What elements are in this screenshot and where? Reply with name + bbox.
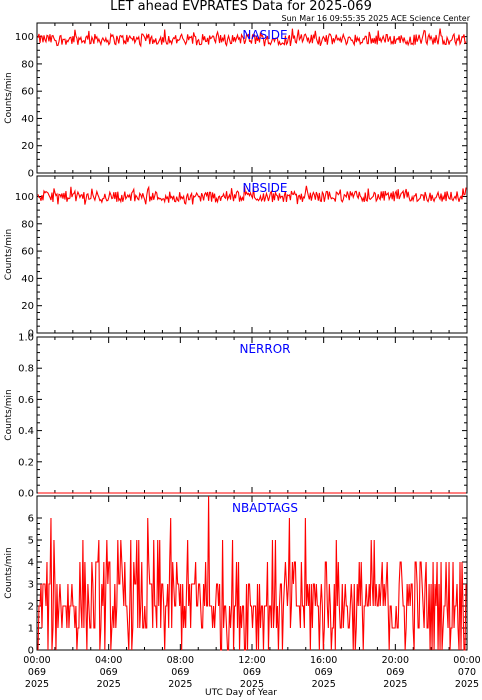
y-tick-label: 20 (21, 141, 34, 152)
y-tick-label: 1.0 (18, 333, 34, 344)
series-label-nerror: NERROR (239, 342, 290, 356)
y-tick-label: 0 (28, 329, 34, 340)
page-title: LET ahead EVPRATES Data for 2025-069 (110, 0, 372, 14)
x-tick-label-time: 00:00 (23, 655, 50, 666)
y-tick-label: 5 (28, 536, 34, 547)
y-axis-label: Counts/min (4, 72, 14, 123)
x-tick-label-year: 2025 (312, 679, 336, 690)
y-tick-label: 3 (28, 580, 34, 591)
y-tick-label: 100 (15, 32, 34, 43)
x-tick-label-year: 2025 (97, 679, 121, 690)
x-tick-label-day: 070 (458, 667, 476, 678)
y-tick-label: 100 (15, 192, 34, 203)
y-axis-label: Counts/min (4, 229, 14, 280)
x-tick-label-day: 069 (28, 667, 46, 678)
x-tick-label-day: 069 (100, 667, 118, 678)
series-label-nbside: NBSIDE (243, 181, 288, 195)
panel-frame (36, 175, 468, 334)
y-tick-label: 40 (21, 114, 34, 125)
y-tick-label: 80 (21, 219, 34, 230)
y-tick-label: 0.0 (18, 489, 34, 500)
y-tick-label: 0.4 (18, 426, 34, 437)
x-tick-label-day: 069 (386, 667, 404, 678)
y-tick-label: 60 (21, 247, 34, 258)
series-line-nbadtags (37, 495, 467, 651)
y-tick-label: 6 (28, 514, 34, 525)
y-tick-label: 80 (21, 59, 34, 70)
x-tick-label-year: 2025 (168, 679, 192, 690)
x-tick-label-time: 20:00 (382, 655, 409, 666)
y-tick-label: 4 (28, 558, 34, 569)
y-tick-label: 40 (21, 274, 34, 285)
x-tick-label-year: 2025 (455, 679, 479, 690)
series-label-nbadtags: NBADTAGS (232, 501, 298, 515)
page-subtitle: Sun Mar 16 09:55:35 2025 ACE Science Cen… (281, 14, 471, 23)
y-tick-label: 0 (28, 169, 34, 180)
y-axis-label: Counts/min (4, 547, 14, 598)
y-tick-label: 1 (28, 624, 34, 635)
x-tick-label-day: 069 (171, 667, 189, 678)
y-tick-label: 0.6 (18, 395, 34, 406)
series-line-naside (37, 28, 467, 48)
panel-frame (36, 22, 468, 174)
y-tick-label: 0.8 (18, 364, 34, 375)
series-line-nbside (37, 185, 467, 205)
y-tick-label: 0 (28, 646, 34, 657)
x-axis-title: UTC Day of Year (205, 688, 277, 698)
x-tick-label-time: 12:00 (238, 655, 265, 666)
y-tick-label: 60 (21, 87, 34, 98)
series-label-naside: NASIDE (242, 28, 287, 42)
x-tick-label-day: 069 (243, 667, 261, 678)
x-tick-label-time: 00:00 (453, 655, 480, 666)
y-tick-label: 0.2 (18, 457, 34, 468)
x-tick-label-year: 2025 (240, 679, 264, 690)
panel-frame (36, 336, 468, 494)
x-tick-label-year: 2025 (383, 679, 407, 690)
x-tick-label-day: 069 (315, 667, 333, 678)
y-tick-label: 20 (21, 301, 34, 312)
x-tick-label-time: 04:00 (95, 655, 122, 666)
y-axis-label: Counts/min (4, 389, 14, 440)
x-tick-label-time: 08:00 (167, 655, 194, 666)
y-tick-label: 2 (28, 602, 34, 613)
x-tick-label-year: 2025 (25, 679, 49, 690)
x-tick-label-time: 16:00 (310, 655, 337, 666)
